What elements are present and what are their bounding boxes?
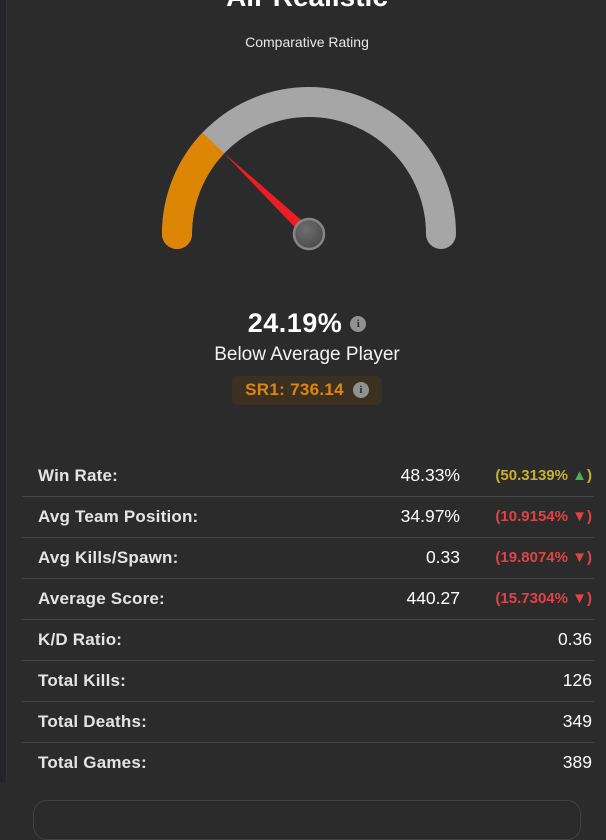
- gauge-chart: [161, 87, 456, 251]
- stat-value: 349: [562, 711, 592, 731]
- next-section-card: [33, 800, 581, 840]
- gauge-hub: [292, 217, 326, 251]
- stat-label: K/D Ratio:: [38, 629, 123, 649]
- table-row: Total Kills: 126: [8, 660, 606, 701]
- info-icon[interactable]: i: [350, 315, 367, 332]
- stat-value: 0.36: [557, 629, 592, 649]
- gauge-needle: [222, 152, 313, 238]
- rating-label: Below Average Player: [214, 344, 400, 365]
- table-row: Win Rate: 48.33% (50.3139% ▲): [8, 455, 606, 496]
- stat-value: 440.27: [406, 588, 460, 608]
- stat-label: Avg Team Position:: [38, 506, 199, 526]
- stat-value: 48.33%: [400, 465, 460, 485]
- rating-percent: 24.19%: [247, 308, 343, 338]
- sr-value: SR1: 736.14: [245, 380, 344, 399]
- stat-change: (10.9154% ▼): [495, 508, 592, 525]
- left-panel-edge: [0, 0, 7, 783]
- stat-change: (19.8074% ▼): [495, 549, 592, 566]
- stat-value: 0.33: [425, 547, 460, 567]
- table-row: Total Deaths: 349: [8, 701, 606, 742]
- stat-value: 389: [562, 752, 592, 772]
- stat-label: Total Kills:: [38, 670, 127, 690]
- table-row: Avg Kills/Spawn: 0.33 (19.8074% ▼): [8, 537, 606, 578]
- stat-label: Win Rate:: [38, 465, 119, 485]
- table-row: K/D Ratio: 0.36: [8, 619, 606, 660]
- stats-table: Win Rate: 48.33% (50.3139% ▲) Avg Team P…: [8, 455, 606, 783]
- gauge-track-arc: [162, 87, 456, 249]
- table-row: Total Games: 389: [8, 742, 606, 783]
- stat-change: (50.3139% ▲): [495, 467, 592, 484]
- sr-badge: SR1: 736.14 i: [232, 376, 382, 405]
- stat-label: Total Deaths:: [38, 711, 148, 731]
- stat-value: 34.97%: [400, 506, 460, 526]
- stat-label: Avg Kills/Spawn:: [38, 547, 179, 567]
- comparative-rating-heading: Comparative Rating: [245, 34, 369, 50]
- page-title: Air Realistic: [8, 0, 606, 11]
- stat-label: Total Games:: [38, 752, 147, 772]
- info-icon[interactable]: i: [352, 382, 369, 398]
- rating-gauge: [8, 76, 606, 268]
- stat-change: (15.7304% ▼): [495, 590, 592, 607]
- stat-value: 126: [562, 670, 592, 690]
- stats-card: Air Realistic Comparative Rating 24.19%: [8, 0, 606, 840]
- rating-summary: 24.19% i Below Average Player SR1: 736.1…: [8, 308, 606, 405]
- stat-label: Average Score:: [38, 588, 165, 608]
- table-row: Avg Team Position: 34.97% (10.9154% ▼): [8, 496, 606, 537]
- table-row: Average Score: 440.27 (15.7304% ▼): [8, 578, 606, 619]
- gauge-arc-startcap: [162, 219, 192, 249]
